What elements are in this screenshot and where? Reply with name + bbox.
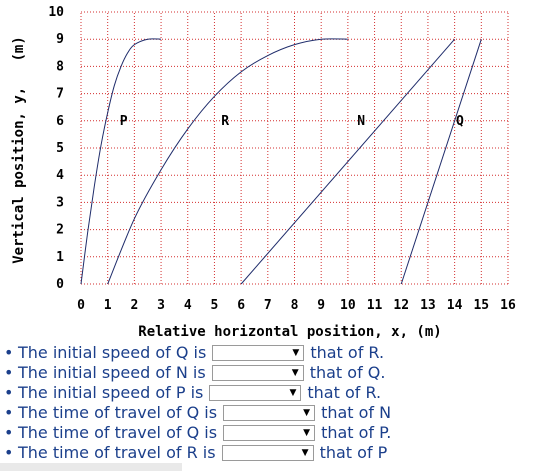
- y-tick-label: 0: [56, 277, 64, 292]
- bullet-icon: •: [4, 403, 14, 422]
- chevron-down-icon: ▼: [292, 348, 300, 358]
- y-tick-label: 9: [56, 32, 64, 47]
- y-tick-label: 1: [56, 250, 64, 265]
- comparison-dropdown[interactable]: ▼: [212, 345, 305, 361]
- bullet-icon: •: [4, 423, 14, 442]
- series-label-r: R: [221, 114, 229, 129]
- series-line-p: [80, 38, 162, 285]
- question-suffix: that of Q.: [309, 363, 386, 382]
- question-item: • The time of travel of Q is ▼ that of N: [4, 403, 391, 423]
- y-tick-label: 3: [56, 195, 64, 210]
- chevron-down-icon: ▼: [291, 368, 299, 378]
- question-suffix: that of R.: [310, 343, 385, 362]
- x-tick-label: 14: [447, 298, 463, 313]
- x-tick-label: 13: [420, 298, 436, 313]
- comparison-dropdown[interactable]: ▼: [211, 365, 304, 381]
- x-tick-label: 16: [500, 298, 516, 313]
- x-tick-label: 2: [130, 298, 138, 313]
- bullet-icon: •: [4, 383, 14, 402]
- question-item: • The initial speed of N is ▼ that of Q.: [4, 363, 391, 383]
- y-tick-label: 2: [56, 223, 64, 238]
- question-item: • The time of travel of Q is ▼ that of P.: [4, 423, 391, 443]
- question-suffix: that of N: [321, 403, 392, 422]
- x-tick-label: 3: [157, 298, 165, 313]
- series-line-r: [107, 38, 348, 285]
- question-item: • The time of travel of R is ▼ that of P: [4, 443, 391, 463]
- x-tick-label: 7: [264, 298, 272, 313]
- chevron-down-icon: ▼: [303, 428, 311, 438]
- y-tick-label: 6: [56, 114, 64, 129]
- x-tick-label: 5: [211, 298, 219, 313]
- question-suffix: that of P.: [321, 423, 392, 442]
- chart-grid: [81, 11, 509, 284]
- x-tick-label: 4: [184, 298, 192, 313]
- x-axis-label: Relative horizontal position, x, (m): [138, 324, 441, 340]
- chevron-down-icon: ▼: [303, 408, 311, 418]
- y-tick-label: 8: [56, 59, 64, 74]
- x-tick-label: 0: [77, 298, 85, 313]
- question-suffix: that of R.: [307, 383, 382, 402]
- comparison-dropdown[interactable]: ▼: [223, 405, 316, 421]
- y-tick-label: 7: [56, 87, 64, 102]
- x-tick-label: 9: [317, 298, 325, 313]
- question-prefix: The initial speed of Q is: [18, 343, 207, 362]
- comparison-dropdown[interactable]: ▼: [209, 385, 302, 401]
- question-prefix: The initial speed of N is: [18, 363, 206, 382]
- question-prefix: The initial speed of P is: [18, 383, 204, 402]
- question-suffix: that of P: [319, 443, 388, 462]
- question-list: • The initial speed of Q is ▼ that of R. • Th…: [4, 343, 391, 463]
- x-tick-label: 12: [393, 298, 409, 313]
- partial-item: [0, 463, 182, 471]
- y-axis-label: Vertical position, y, (m): [11, 36, 27, 264]
- series-label-q: Q: [456, 114, 464, 129]
- y-tick-label: 4: [56, 168, 64, 183]
- x-tick-label: 6: [237, 298, 245, 313]
- series-label-p: P: [120, 114, 128, 129]
- series-line-q: [400, 39, 482, 285]
- question-item: • The initial speed of Q is ▼ that of R.: [4, 343, 391, 363]
- x-tick-label: 11: [367, 298, 383, 313]
- y-tick-label: 10: [48, 5, 64, 20]
- series-line-n: [240, 38, 456, 285]
- bullet-icon: •: [4, 343, 14, 362]
- chart-axes: [80, 12, 508, 285]
- bullet-icon: •: [4, 363, 14, 382]
- x-tick-label: 1: [104, 298, 112, 313]
- question-prefix: The time of travel of Q is: [18, 423, 218, 442]
- question-prefix: The time of travel of Q is: [18, 403, 218, 422]
- chevron-down-icon: ▼: [289, 388, 297, 398]
- series-lines: [80, 38, 482, 285]
- y-tick-label: 5: [56, 141, 64, 156]
- x-tick-label: 8: [291, 298, 299, 313]
- x-tick-label: 15: [473, 298, 489, 313]
- bullet-icon: •: [4, 443, 14, 462]
- comparison-dropdown[interactable]: ▼: [221, 445, 314, 461]
- x-tick-label: 10: [340, 298, 356, 313]
- comparison-dropdown[interactable]: ▼: [223, 425, 316, 441]
- question-prefix: The time of travel of R is: [18, 443, 216, 462]
- question-item: • The initial speed of P is ▼ that of R.: [4, 383, 391, 403]
- series-label-n: N: [357, 114, 365, 129]
- chevron-down-icon: ▼: [301, 448, 309, 458]
